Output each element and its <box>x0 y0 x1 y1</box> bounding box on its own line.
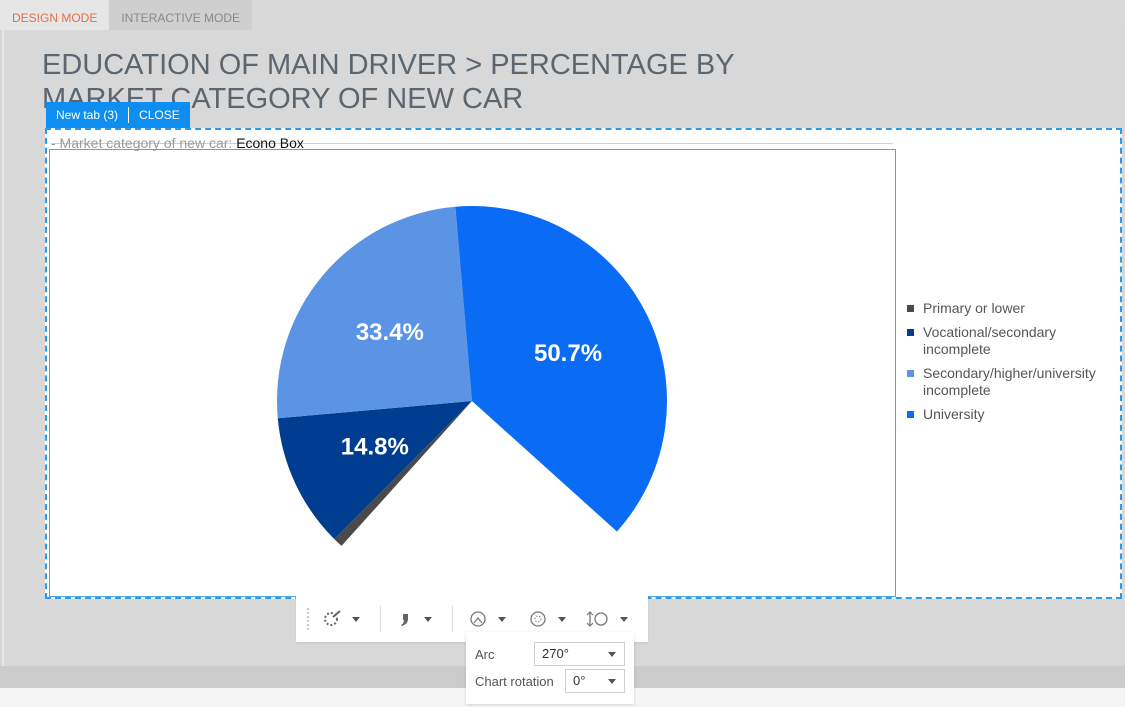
chevron-down-icon <box>352 616 360 622</box>
arc-label: Arc <box>475 647 495 662</box>
tab-design-mode[interactable]: DESIGN MODE <box>0 0 110 30</box>
chart-rotation-value: 0° <box>573 673 586 688</box>
widget-tab-bar: New tab (3) CLOSE <box>46 102 190 128</box>
legend-item[interactable]: Secondary/higher/university incomplete <box>907 365 1117 399</box>
chevron-down-icon <box>620 616 628 622</box>
toolbar-divider <box>380 606 381 632</box>
pie-slice[interactable] <box>277 206 472 419</box>
rotation-icon <box>530 611 546 627</box>
close-button[interactable]: CLOSE <box>139 108 180 122</box>
widget-tab-name[interactable]: New tab (3) <box>56 108 119 122</box>
size-button[interactable] <box>586 604 628 634</box>
arc-value: 270° <box>542 646 569 661</box>
legend-item[interactable]: Primary or lower <box>907 300 1117 317</box>
pie-slice[interactable] <box>455 205 668 532</box>
style-button[interactable] <box>322 604 360 634</box>
legend-label: Primary or lower <box>923 300 1025 316</box>
mode-tabs: DESIGN MODE INTERACTIVE MODE <box>0 0 253 30</box>
chart-rotation-select[interactable]: 0° <box>565 669 625 693</box>
legend-swatch <box>907 305 914 312</box>
chevron-down-icon <box>608 652 616 657</box>
slice-data-label: 50.7% <box>534 340 602 367</box>
legend-label: Vocational/secondary incomplete <box>923 324 1057 357</box>
legend-label: Secondary/higher/university incomplete <box>923 365 1096 398</box>
chevron-down-icon <box>608 679 616 684</box>
legend-item[interactable]: University <box>907 406 1117 423</box>
legend-label: University <box>923 406 985 422</box>
chart-rotation-label: Chart rotation <box>475 674 554 689</box>
chevron-down-icon <box>498 616 506 622</box>
labels-button[interactable] <box>398 604 432 634</box>
filter-label-text: - Market category of new car: <box>51 135 233 151</box>
legend-swatch <box>907 370 914 377</box>
chevron-down-icon <box>424 616 432 622</box>
tab-interactive-mode[interactable]: INTERACTIVE MODE <box>109 0 253 30</box>
pie-slice[interactable] <box>277 401 472 539</box>
pie-slice[interactable] <box>334 401 472 546</box>
arc-settings-popover: Arc 270° Chart rotation 0° <box>466 632 634 704</box>
filter-value: Econo Box <box>236 135 304 151</box>
legend-swatch <box>907 329 914 336</box>
drag-handle[interactable] <box>307 608 309 630</box>
filter-divider <box>51 143 893 144</box>
quote-icon <box>401 614 408 626</box>
height-icon <box>586 611 608 627</box>
arc-button[interactable] <box>468 604 506 634</box>
chevron-down-icon <box>558 616 566 622</box>
chart-legend: Primary or lower Vocational/secondary inc… <box>907 300 1117 430</box>
toolbar-divider <box>452 606 453 632</box>
arc-select[interactable]: 270° <box>534 642 625 666</box>
magic-wand-icon <box>324 610 341 626</box>
rotation-button[interactable] <box>528 604 566 634</box>
slice-data-label: 33.4% <box>356 319 424 346</box>
tab-separator <box>128 107 130 123</box>
legend-item[interactable]: Vocational/secondary incomplete <box>907 324 1117 358</box>
slice-data-label: 14.8% <box>341 433 409 460</box>
legend-swatch <box>907 411 914 418</box>
filter-label: - Market category of new car: Econo Box <box>51 135 304 151</box>
arc-icon <box>470 611 486 627</box>
